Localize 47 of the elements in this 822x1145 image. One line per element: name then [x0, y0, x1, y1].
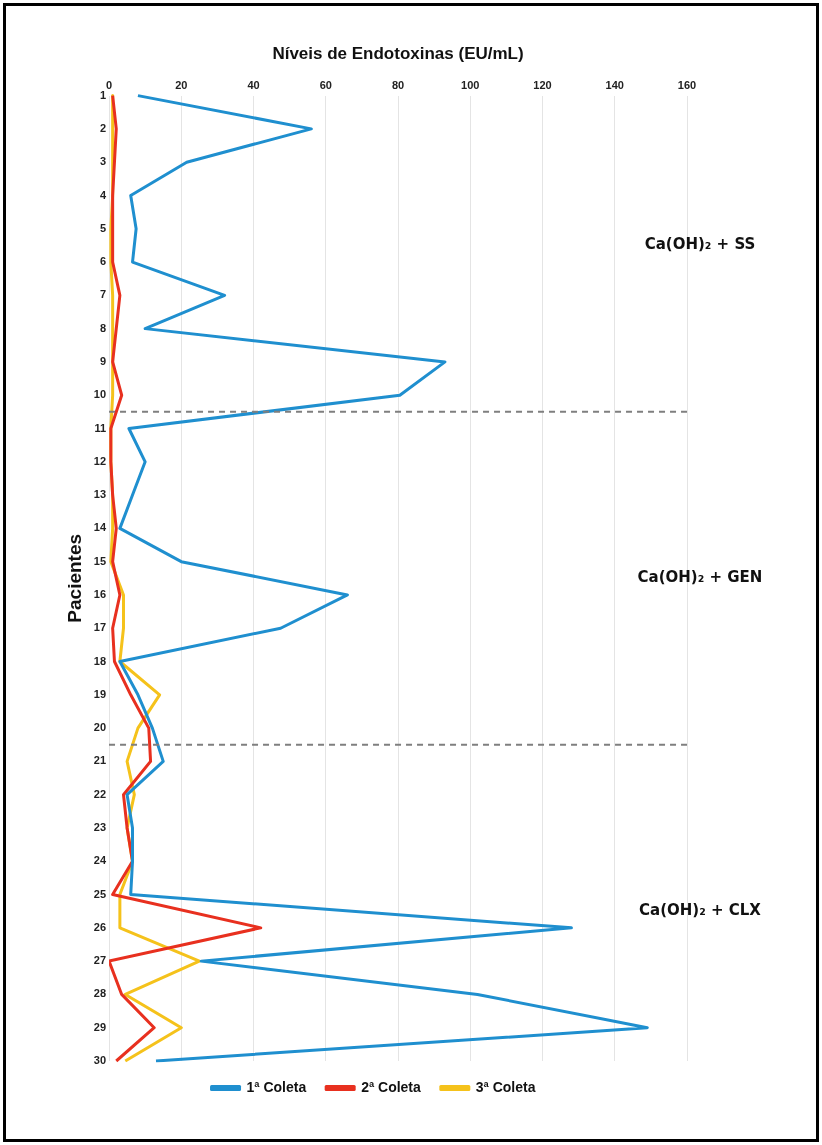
y-tick-label: 14 — [93, 521, 107, 534]
y-tick-label: 19 — [93, 687, 107, 700]
legend-label: 3ª Coleta — [475, 1078, 536, 1095]
y-tick-label: 26 — [93, 920, 107, 933]
y-tick-label: 3 — [99, 155, 107, 168]
annotation: Ca(OH)₂ + SS — [644, 235, 756, 254]
y-tick-label: 7 — [99, 288, 107, 301]
y-tick-label: 27 — [93, 954, 107, 967]
legend-label: 2ª Coleta — [361, 1078, 422, 1095]
x-tick-label: 20 — [175, 79, 188, 92]
y-tick-label: 11 — [94, 421, 107, 434]
y-tick-label: 23 — [93, 821, 107, 833]
y-tick-label: 6 — [99, 255, 107, 268]
y-tick-label: 9 — [99, 354, 107, 367]
legend-label: 1ª Coleta — [246, 1078, 307, 1095]
y-tick-label: 22 — [93, 787, 107, 800]
y-tick-label: 18 — [93, 654, 107, 667]
y-tick-label: 8 — [99, 321, 107, 334]
y-tick-label: 13 — [93, 488, 107, 501]
y-tick-label: 4 — [99, 188, 107, 201]
y-tick-label: 24 — [93, 854, 107, 867]
y-tick-label: 1 — [99, 88, 107, 101]
x-tick-label: 40 — [247, 79, 260, 92]
x-tick-label: 140 — [605, 79, 624, 92]
x-tick-label: 80 — [391, 79, 405, 92]
y-tick-label: 30 — [93, 1054, 107, 1067]
y-tick-label: 21 — [93, 754, 107, 767]
y-tick-label: 15 — [93, 554, 107, 567]
annotation: Ca(OH)₂ + GEN — [637, 568, 763, 587]
y-tick-label: 2 — [99, 121, 107, 134]
y-tick-label: 5 — [99, 221, 107, 234]
y-tick-label: 10 — [93, 388, 107, 401]
x-tick-label: 0 — [105, 79, 113, 92]
y-axis-title: Pacientes — [63, 533, 85, 623]
x-tick-label: 120 — [533, 79, 552, 92]
x-tick-label: 100 — [461, 79, 480, 92]
x-tick-label: 60 — [319, 79, 332, 92]
y-tick-label: 29 — [93, 1020, 107, 1033]
y-tick-label: 12 — [93, 454, 107, 467]
x-tick-label: 160 — [677, 79, 697, 92]
y-tick-label: 28 — [93, 987, 107, 1000]
annotation: Ca(OH)₂ + CLX — [639, 901, 762, 920]
y-tick-label: 16 — [93, 587, 107, 600]
y-tick-label: 20 — [93, 721, 107, 734]
y-tick-label: 25 — [93, 887, 107, 900]
y-tick-label: 17 — [93, 621, 107, 634]
x-axis-title: Níveis de Endotoxinas (EU/mL) — [272, 43, 524, 63]
